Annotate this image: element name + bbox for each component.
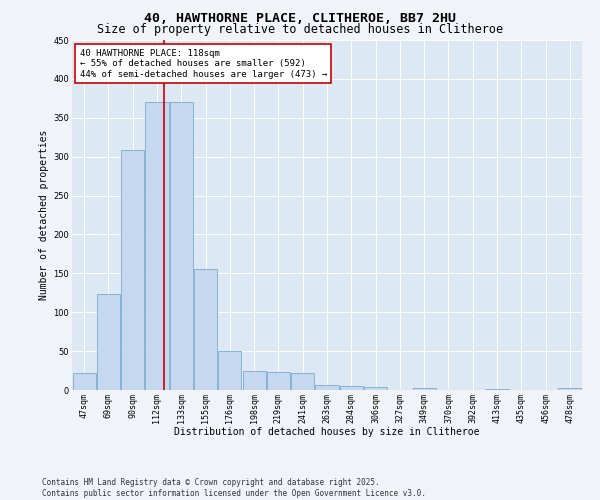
Text: 40, HAWTHORNE PLACE, CLITHEROE, BB7 2HU: 40, HAWTHORNE PLACE, CLITHEROE, BB7 2HU (144, 12, 456, 26)
Bar (291, 373, 314, 390)
Bar (340, 386, 363, 390)
Bar (485, 389, 509, 390)
Bar (559, 388, 581, 390)
Bar (316, 386, 338, 390)
Bar (364, 387, 387, 390)
Bar (121, 150, 144, 390)
Y-axis label: Number of detached properties: Number of detached properties (39, 130, 49, 300)
Bar (170, 102, 193, 390)
Bar (145, 102, 169, 390)
Bar (97, 294, 120, 390)
Bar (242, 370, 266, 390)
Bar (73, 373, 95, 390)
Bar (267, 372, 290, 390)
Bar (194, 270, 217, 390)
Bar (413, 388, 436, 390)
Text: Contains HM Land Registry data © Crown copyright and database right 2025.
Contai: Contains HM Land Registry data © Crown c… (42, 478, 426, 498)
Bar (218, 351, 241, 390)
Text: Size of property relative to detached houses in Clitheroe: Size of property relative to detached ho… (97, 22, 503, 36)
X-axis label: Distribution of detached houses by size in Clitheroe: Distribution of detached houses by size … (174, 427, 480, 437)
Text: 40 HAWTHORNE PLACE: 118sqm
← 55% of detached houses are smaller (592)
44% of sem: 40 HAWTHORNE PLACE: 118sqm ← 55% of deta… (80, 49, 327, 78)
